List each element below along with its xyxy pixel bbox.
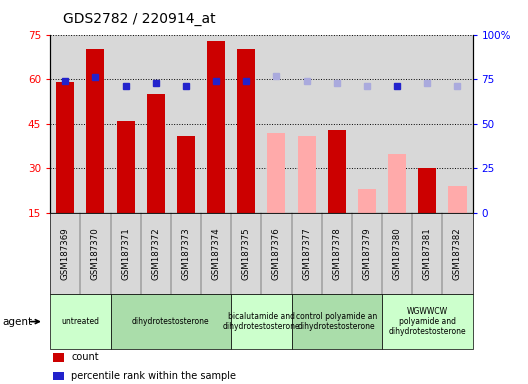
Bar xyxy=(87,50,105,213)
Text: GSM187371: GSM187371 xyxy=(121,227,130,280)
Text: WGWWCW
polyamide and
dihydrotestosterone: WGWWCW polyamide and dihydrotestosterone xyxy=(389,307,466,336)
Text: GSM187369: GSM187369 xyxy=(61,227,70,280)
Bar xyxy=(56,82,74,213)
Bar xyxy=(207,41,225,213)
Bar xyxy=(448,186,467,213)
Text: GSM187379: GSM187379 xyxy=(362,227,372,280)
Text: GSM187376: GSM187376 xyxy=(272,227,281,280)
Text: GSM187380: GSM187380 xyxy=(393,227,402,280)
Bar xyxy=(298,136,316,213)
Text: control polyamide an
dihydrotestosterone: control polyamide an dihydrotestosterone xyxy=(296,312,378,331)
Bar xyxy=(267,133,286,213)
Text: agent: agent xyxy=(3,316,33,327)
Text: bicalutamide and
dihydrotestosterone: bicalutamide and dihydrotestosterone xyxy=(222,312,300,331)
Text: GSM187377: GSM187377 xyxy=(302,227,311,280)
Text: percentile rank within the sample: percentile rank within the sample xyxy=(71,371,237,381)
Bar xyxy=(147,94,165,213)
Bar xyxy=(117,121,135,213)
Text: untreated: untreated xyxy=(61,317,99,326)
Bar xyxy=(418,169,436,213)
Text: GSM187382: GSM187382 xyxy=(453,227,462,280)
Text: GSM187370: GSM187370 xyxy=(91,227,100,280)
Bar xyxy=(328,130,346,213)
Text: GDS2782 / 220914_at: GDS2782 / 220914_at xyxy=(63,12,216,25)
Text: GSM187381: GSM187381 xyxy=(423,227,432,280)
Bar xyxy=(388,154,406,213)
Text: GSM187373: GSM187373 xyxy=(182,227,191,280)
Text: dihydrotestosterone: dihydrotestosterone xyxy=(132,317,210,326)
Text: GSM187374: GSM187374 xyxy=(212,227,221,280)
Bar xyxy=(237,50,256,213)
Bar xyxy=(177,136,195,213)
Text: count: count xyxy=(71,352,99,362)
Text: GSM187375: GSM187375 xyxy=(242,227,251,280)
Bar xyxy=(358,189,376,213)
Text: GSM187372: GSM187372 xyxy=(151,227,161,280)
Text: GSM187378: GSM187378 xyxy=(332,227,341,280)
